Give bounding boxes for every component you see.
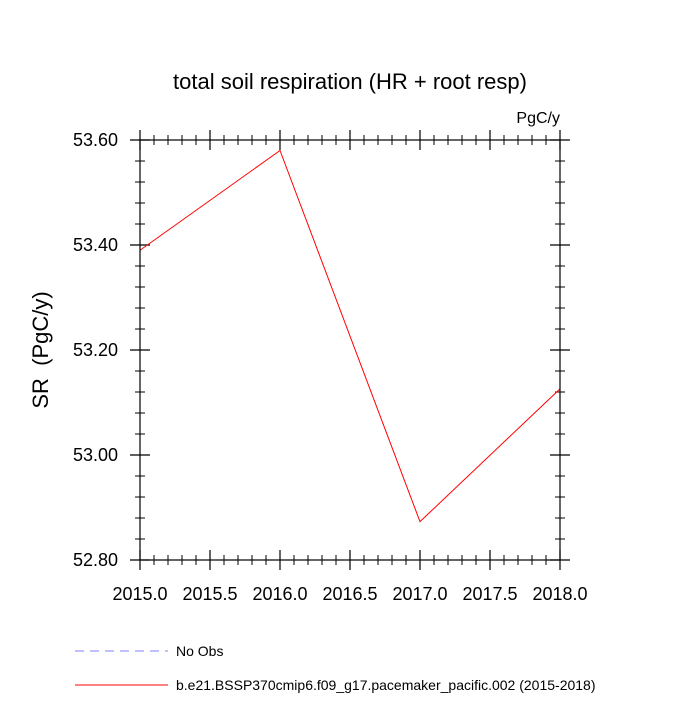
x-tick-label: 2018.0 xyxy=(532,584,587,604)
series-line xyxy=(140,151,560,522)
y-tick-label: 52.80 xyxy=(73,550,118,570)
units-label: PgC/y xyxy=(516,110,560,127)
series-layer xyxy=(140,150,560,521)
legend-label: b.e21.BSSP370cmip6.f09_g17.pacemaker_pac… xyxy=(176,677,596,693)
x-tick-label: 2015.0 xyxy=(112,584,167,604)
x-tick-label: 2016.0 xyxy=(252,584,307,604)
y-tick-label: 53.40 xyxy=(73,235,118,255)
y-tick-label: 53.60 xyxy=(73,130,118,150)
legend: No Obs b.e21.BSSP370cmip6.f09_g17.pacemak… xyxy=(75,643,596,693)
tick-labels: 2015.0 2015.5 2016.0 2016.5 2017.0 2017.5 2018… xyxy=(73,130,588,604)
y-tick-label: 53.00 xyxy=(73,445,118,465)
chart-title: total soil respiration (HR + root resp) xyxy=(173,69,527,94)
x-tick-label: 2015.5 xyxy=(182,584,237,604)
y-tick-label: 53.20 xyxy=(73,340,118,360)
x-tick-label: 2017.0 xyxy=(392,584,447,604)
major-ticks xyxy=(130,130,570,570)
legend-label: No Obs xyxy=(176,643,223,659)
x-tick-label: 2016.5 xyxy=(322,584,377,604)
x-tick-label: 2017.5 xyxy=(462,584,517,604)
plot-frame xyxy=(140,140,560,560)
y-axis-label: SR (PgC/y) xyxy=(28,291,53,408)
minor-ticks xyxy=(135,135,565,565)
